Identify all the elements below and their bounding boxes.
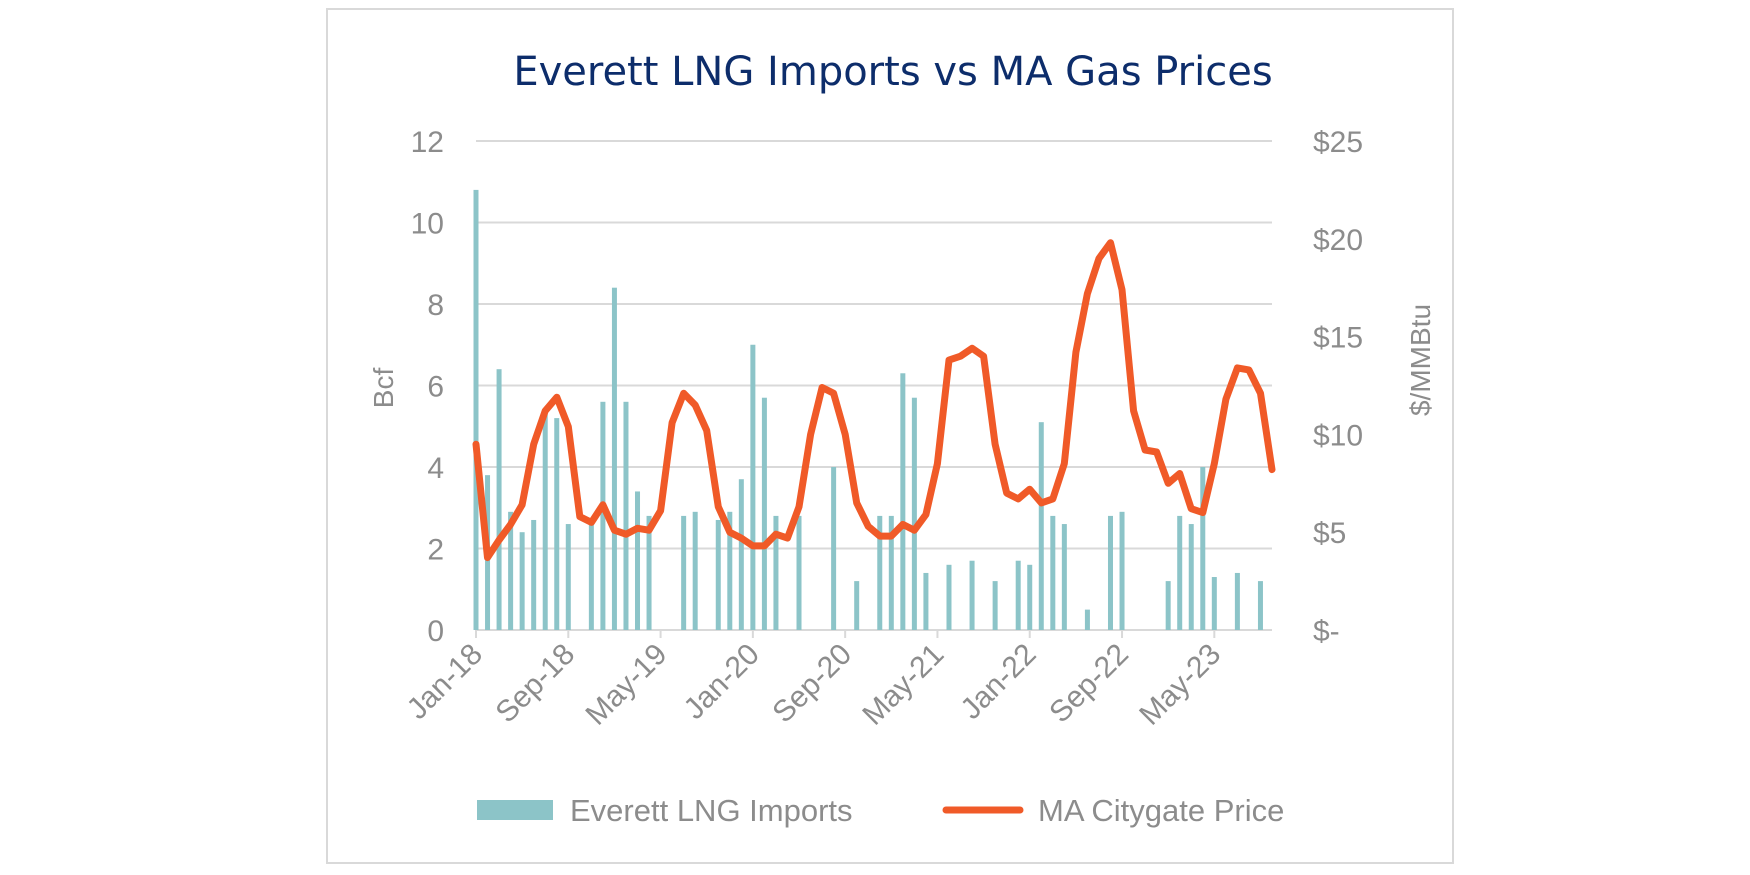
bar-Mar-20 (773, 515, 779, 630)
y-left-tick-2: 2 (427, 534, 444, 567)
y-right-tick-2: $10 (1313, 419, 1363, 452)
bar-Apr-23 (1200, 467, 1206, 630)
bar-Jul-23 (1234, 572, 1240, 630)
x-tick-Jan-18: Jan-18 (401, 638, 489, 726)
bar-Feb-23 (1177, 515, 1183, 630)
bar-Sep-18 (565, 524, 571, 630)
bar-Aug-19 (692, 511, 698, 630)
bar-Sep-23 (1257, 581, 1263, 630)
y-right-tick-4: $20 (1313, 224, 1363, 257)
x-tick-May-21: May-21 (856, 638, 950, 732)
y-left-tick-10: 10 (411, 208, 444, 241)
y-left-ticks: 0 2 4 6 8 10 12 (411, 126, 444, 648)
bar-Aug-18 (554, 418, 560, 630)
y-left-tick-0: 0 (427, 615, 444, 648)
x-tick-Jan-22: Jan-22 (954, 638, 1042, 726)
bar-series (473, 189, 1263, 630)
x-tick-Sep-18: Sep-18 (489, 638, 581, 730)
bar-Feb-22 (1038, 422, 1044, 630)
bar-Jun-18 (531, 519, 537, 630)
bar-Mar-18 (496, 369, 502, 630)
x-tick-Jan-20: Jan-20 (678, 638, 766, 726)
bar-May-18 (519, 532, 525, 630)
bar-Dec-20 (877, 515, 883, 630)
y-right-tick-5: $25 (1313, 126, 1363, 159)
legend-label-line: MA Citygate Price (1038, 793, 1284, 828)
bar-Jul-19 (681, 515, 687, 630)
bar-Jan-21 (888, 515, 894, 630)
y-right-ticks: $- $5 $10 $15 $20 $25 (1313, 126, 1363, 648)
bar-Feb-21 (900, 373, 906, 630)
bar-Jan-18 (473, 189, 479, 630)
legend: Everett LNG Imports MA Citygate Price (477, 793, 1284, 828)
x-tick-Sep-22: Sep-22 (1043, 638, 1135, 730)
y-left-tick-4: 4 (427, 452, 444, 485)
y-right-tick-1: $5 (1313, 517, 1346, 550)
bar-Mar-19 (635, 491, 641, 630)
x-tick-May-23: May-23 (1133, 638, 1227, 732)
y-right-axis-title: $/MMBtu (1405, 304, 1436, 416)
bar-Jun-22 (1084, 609, 1090, 630)
legend-label-bars: Everett LNG Imports (570, 793, 853, 828)
bar-Feb-20 (761, 397, 767, 630)
y-right-tick-0: $- (1313, 615, 1340, 648)
bar-Feb-19 (623, 401, 629, 630)
bar-Jan-22 (1027, 564, 1033, 630)
gridlines (476, 140, 1272, 631)
bar-Nov-19 (727, 511, 733, 630)
bar-Sep-22 (1119, 511, 1125, 630)
bar-Mar-22 (1050, 515, 1056, 630)
price-line (472, 239, 1276, 562)
x-tick-Sep-20: Sep-20 (766, 638, 858, 730)
bar-Oct-21 (992, 581, 998, 630)
y-right-tick-3: $15 (1313, 322, 1363, 355)
y-left-tick-8: 8 (427, 289, 444, 322)
bar-Jul-18 (542, 414, 548, 630)
y-left-tick-6: 6 (427, 371, 444, 404)
bar-Jan-20 (750, 344, 756, 630)
bar-Jun-21 (946, 564, 952, 630)
bar-Apr-22 (1061, 524, 1067, 630)
bar-Oct-19 (715, 519, 721, 630)
bar-May-20 (796, 515, 802, 630)
y-left-tick-12: 12 (411, 126, 444, 159)
bar-Aug-22 (1107, 515, 1113, 630)
bar-Aug-20 (831, 467, 837, 630)
bar-Mar-23 (1188, 524, 1194, 630)
bar-Dec-18 (600, 401, 606, 630)
bar-Jan-23 (1165, 581, 1171, 630)
bar-May-23 (1211, 577, 1217, 630)
bar-Aug-21 (969, 560, 975, 630)
x-tick-May-19: May-19 (579, 638, 673, 732)
bar-Nov-18 (588, 519, 594, 630)
bar-Apr-18 (508, 511, 514, 630)
bar-Apr-19 (646, 515, 652, 630)
bar-Apr-21 (923, 572, 929, 630)
bar-Oct-20 (854, 581, 860, 630)
bar-Mar-21 (911, 397, 917, 630)
y-left-axis-title: Bcf (368, 368, 399, 409)
bar-Dec-21 (1015, 560, 1021, 630)
bar-Dec-19 (738, 479, 744, 630)
bar-Jan-19 (611, 287, 617, 630)
chart-title: Everett LNG Imports vs MA Gas Prices (513, 49, 1272, 95)
legend-swatch-bars (477, 800, 553, 820)
